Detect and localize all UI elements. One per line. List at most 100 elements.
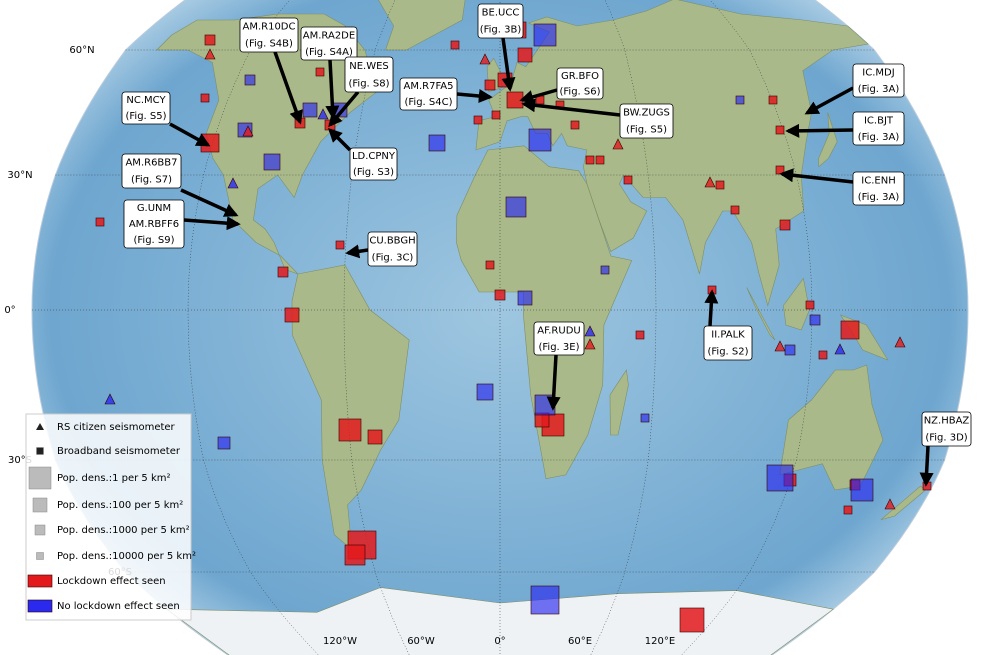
callout-arrow: [183, 216, 241, 231]
station-square: [679, 607, 705, 633]
station-square: [200, 93, 210, 103]
station-square: [263, 153, 281, 171]
station-square: [766, 464, 794, 492]
callout-arrow: [501, 37, 516, 92]
callout-label: IC.BJT: [864, 115, 894, 126]
station-triangle: [884, 498, 896, 510]
station-triangle: [774, 340, 786, 352]
station-square: [843, 505, 853, 515]
callout-box: [619, 103, 674, 139]
callout-label: BE.UCC: [482, 8, 520, 19]
station-square: [338, 418, 362, 442]
lon-label: 120°E: [645, 636, 675, 647]
legend-label: Broadband seismometer: [57, 446, 181, 457]
callout-label: LD.CPNY: [352, 151, 396, 162]
landmass: [746, 287, 776, 341]
callout-label: (Fig. S4A): [305, 47, 353, 58]
lat-label: 30°S: [8, 455, 32, 466]
legend-icon: [28, 466, 52, 490]
legend-icon: [36, 552, 44, 560]
callout-label: (Fig. 3A): [858, 84, 900, 95]
callout-label: G.UNM: [137, 203, 171, 214]
callout-label: (Fig. 3A): [858, 132, 900, 143]
station-triangle: [479, 53, 491, 65]
station-square: [517, 47, 533, 63]
station-square: [284, 307, 300, 323]
station-square: [595, 155, 605, 165]
callout-label: (Fig. 3E): [539, 342, 580, 353]
meridian: [590, 0, 657, 655]
legend-label: No lockdown effect seen: [57, 601, 180, 612]
station-square: [484, 79, 496, 91]
lat-label: 30°N: [7, 170, 32, 181]
callout-label: AF.RUDU: [537, 325, 580, 336]
callout-arrow: [456, 89, 493, 103]
callout-box: [239, 17, 299, 53]
station-triangle: [104, 393, 116, 405]
callout-label: AM.R6BB7: [125, 158, 177, 169]
station-square: [779, 219, 791, 231]
station-square: [530, 585, 560, 615]
callout-box: [852, 111, 905, 146]
landmass: [291, 264, 410, 551]
callout-box: [556, 67, 604, 100]
callout-box: [300, 26, 358, 61]
station-square: [244, 74, 256, 86]
callout-box: [852, 63, 905, 98]
meridian: [343, 0, 410, 655]
legend-label: Pop. dens.:1000 per 5 km²: [57, 525, 190, 536]
callout-box: [852, 171, 905, 206]
legend-label: Lockdown effect seen: [57, 576, 166, 587]
landmass: [378, 0, 466, 51]
callout-arrow: [919, 445, 934, 487]
callout-label: GR.BFO: [561, 71, 599, 82]
station-square: [784, 344, 796, 356]
callout-label: (Fig. 3D): [925, 433, 967, 444]
station-square: [505, 196, 527, 218]
station-triangle: [894, 336, 906, 348]
callout-label: NE.WES: [349, 61, 389, 72]
callout-arrow: [785, 123, 854, 138]
station-square: [473, 115, 483, 125]
legend-icon: [32, 497, 48, 513]
callout-arrow: [521, 98, 621, 117]
callout-box: [344, 56, 394, 93]
station-square: [768, 95, 778, 105]
legend-icon: [36, 423, 44, 430]
callout-arrow: [345, 244, 369, 259]
callout-label: NZ.HBAZ: [924, 416, 970, 427]
station-square: [428, 134, 446, 152]
station-square: [367, 429, 383, 445]
lat-label: 0°: [4, 305, 15, 316]
lon-label: 60°W: [407, 636, 435, 647]
station-square: [528, 128, 552, 152]
landmass: [165, 587, 834, 655]
callout-arrow: [546, 354, 561, 411]
landmass: [818, 112, 838, 168]
station-triangle: [834, 343, 846, 355]
callout-label: (Fig. 3A): [858, 192, 900, 203]
callout-arrow: [325, 59, 340, 120]
legend-box: [25, 413, 192, 621]
lat-label: 60°N: [69, 45, 94, 56]
callout-arrow: [273, 51, 303, 125]
legend-icon: [27, 599, 53, 613]
callouts: AM.R10DC (Fig. S4B) AM.RA2DE (Fig. S4A) NE.W…: [121, 3, 972, 487]
lon-label: 60°E: [568, 636, 592, 647]
callout-label: (Fig. S8): [348, 78, 389, 89]
station-square: [570, 120, 580, 130]
callout-box: [123, 199, 185, 249]
station-triangle: [584, 338, 596, 350]
callout-label: (Fig. S4B): [245, 39, 293, 50]
callout-arrow: [779, 168, 854, 184]
callout-arrow: [704, 289, 719, 327]
callout-label: IC.MDJ: [862, 67, 894, 78]
legend-label: Pop. dens.:10000 per 5 km²: [57, 551, 196, 562]
callout-arrow: [328, 90, 360, 128]
callout-arrow: [328, 128, 352, 152]
station-triangle: [227, 177, 239, 189]
station-square: [623, 175, 633, 185]
station-square: [730, 205, 740, 215]
station-square: [775, 125, 785, 135]
callout-box: [349, 147, 398, 181]
